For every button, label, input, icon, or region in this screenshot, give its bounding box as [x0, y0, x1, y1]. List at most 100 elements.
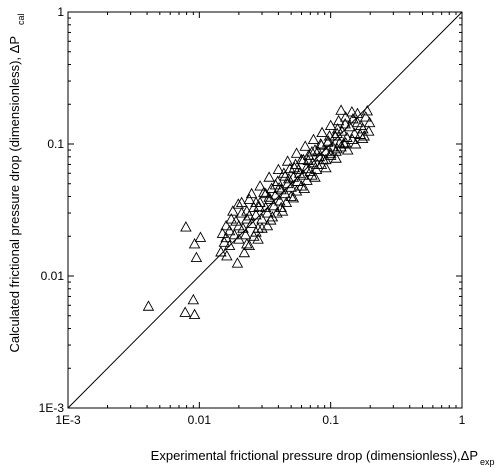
data-point [142, 300, 155, 311]
x-axis-label-subscript: exp [480, 457, 495, 467]
x-tick-label: 0.01 [188, 413, 212, 427]
data-point [276, 205, 289, 216]
data-point [310, 163, 323, 175]
data-point [355, 119, 367, 130]
y-tick-label: 1 [57, 5, 64, 19]
y-axis-label-subscript: cal [16, 13, 26, 25]
data-point [188, 308, 201, 320]
axis-labels: Experimental frictional pressure drop (d… [7, 13, 495, 467]
data-point [225, 213, 238, 224]
data-point [250, 209, 262, 220]
x-tick-label: 0.1 [322, 413, 339, 427]
data-point [223, 239, 236, 251]
data-point [321, 136, 334, 147]
data-point [256, 222, 268, 233]
data-point [187, 293, 200, 305]
data-point [243, 210, 256, 221]
data-point [220, 219, 232, 231]
data-point [356, 132, 369, 143]
data-point [190, 251, 203, 262]
data-point [216, 227, 229, 238]
data-point [292, 163, 305, 175]
data-point [188, 237, 201, 249]
data-point [273, 181, 285, 193]
data-point [324, 149, 337, 160]
data-point [220, 231, 232, 243]
data-point [241, 237, 253, 249]
x-tick-label: 1 [459, 413, 466, 427]
data-point [215, 246, 227, 257]
data-point [361, 105, 374, 116]
data-point [227, 205, 239, 216]
data-point [269, 189, 282, 200]
data-point [272, 163, 285, 175]
data-point [241, 213, 253, 224]
data-point [346, 133, 359, 145]
reference-line-group [67, 11, 463, 409]
data-point [309, 171, 321, 182]
data-point [351, 107, 364, 119]
data-point [298, 182, 311, 193]
data-point [230, 215, 242, 226]
data-point [254, 180, 266, 191]
y-axis-label: Calculated frictional pressure drop (dim… [7, 36, 22, 353]
data-point [275, 201, 287, 213]
data-point [261, 207, 274, 218]
data-point [228, 228, 241, 240]
data-point [332, 114, 345, 126]
data-point [312, 145, 324, 156]
data-point [331, 123, 344, 134]
data-point [306, 169, 318, 180]
data-point [233, 219, 245, 231]
data-point [339, 136, 352, 148]
data-point [239, 228, 252, 240]
axis-ticks: 1E-3 0.01 0.1 1 1E-3 0.01 0.1 1 [39, 5, 466, 427]
data-point [362, 125, 375, 136]
data-point [330, 152, 342, 163]
data-point [302, 149, 315, 160]
data-point [346, 105, 358, 117]
data-point [281, 155, 294, 166]
y-tick-label: 1E-3 [39, 401, 65, 415]
y-tick-label: 0.1 [47, 137, 64, 151]
data-point [290, 185, 303, 196]
data-point [179, 306, 191, 317]
data-point [263, 191, 275, 202]
data-point [235, 207, 248, 218]
data-point [331, 127, 343, 138]
x-axis-label: Experimental frictional pressure drop (d… [151, 448, 478, 463]
data-point [194, 231, 207, 242]
data-point [299, 140, 311, 151]
data-point [261, 219, 274, 231]
data-points [142, 104, 376, 320]
data-point [235, 196, 248, 208]
data-point [342, 144, 354, 155]
data-point [279, 187, 291, 199]
data-point [363, 116, 376, 128]
data-point [252, 233, 264, 244]
data-point [223, 224, 236, 236]
data-point [316, 126, 328, 138]
data-point [245, 187, 258, 199]
data-point [243, 193, 256, 204]
data-point [265, 214, 277, 225]
data-point [307, 133, 320, 145]
data-point [243, 239, 256, 251]
data-point [232, 198, 245, 209]
plot-frame [67, 11, 463, 409]
data-point [335, 104, 347, 115]
data-point [265, 182, 278, 193]
data-point [283, 172, 295, 184]
data-point [339, 117, 351, 129]
x-tick-label: 1E-3 [55, 413, 81, 427]
data-point [359, 111, 372, 122]
data-point [238, 246, 251, 258]
data-point [287, 192, 300, 203]
data-point [258, 186, 270, 197]
data-point [237, 222, 249, 233]
data-point [180, 221, 192, 232]
data-point [263, 171, 275, 182]
data-point [291, 175, 304, 186]
reference-line [67, 11, 463, 409]
